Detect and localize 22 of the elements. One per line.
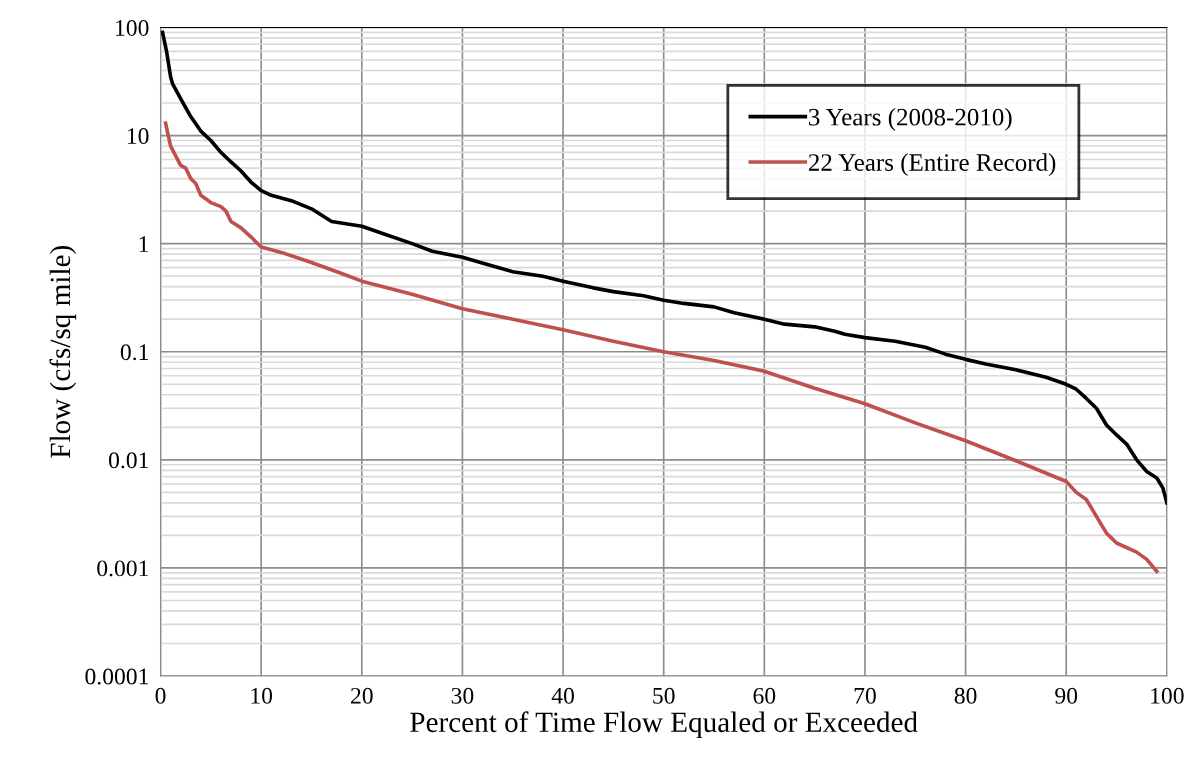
x-tick-label: 60 (753, 687, 776, 704)
x-tick-label: 100 (1151, 687, 1184, 704)
x-tick-label: 0 (155, 687, 166, 704)
x-tick-label: 30 (451, 687, 474, 704)
y-tick-label: 1 (139, 236, 148, 252)
y-tick-label: 0.001 (97, 560, 148, 577)
x-tick-label: 20 (351, 687, 373, 704)
legend-label: 22 Years (Entire Record) (808, 153, 1056, 177)
x-tick-label: 80 (954, 687, 977, 704)
y-tick-label: 0.0001 (85, 668, 148, 685)
y-tick-label: 100 (116, 19, 149, 36)
x-tick-label: 70 (854, 687, 876, 704)
x-tick-label: 10 (251, 687, 273, 704)
x-tick-label: 40 (551, 687, 574, 704)
x-axis-title: Percent of Time Flow Equaled or Exceeded (410, 711, 918, 739)
x-tick-label: 50 (653, 687, 675, 704)
legend-label: 3 Years (2008-2010) (809, 108, 1012, 131)
y-tick-label: 0.1 (120, 344, 148, 361)
y-axis-title: Flow (cfs/sq mile) (49, 246, 77, 458)
y-tick-label: 10 (127, 128, 149, 144)
y-tick-label: 0.01 (109, 452, 148, 469)
x-tick-label: 90 (1055, 687, 1078, 704)
